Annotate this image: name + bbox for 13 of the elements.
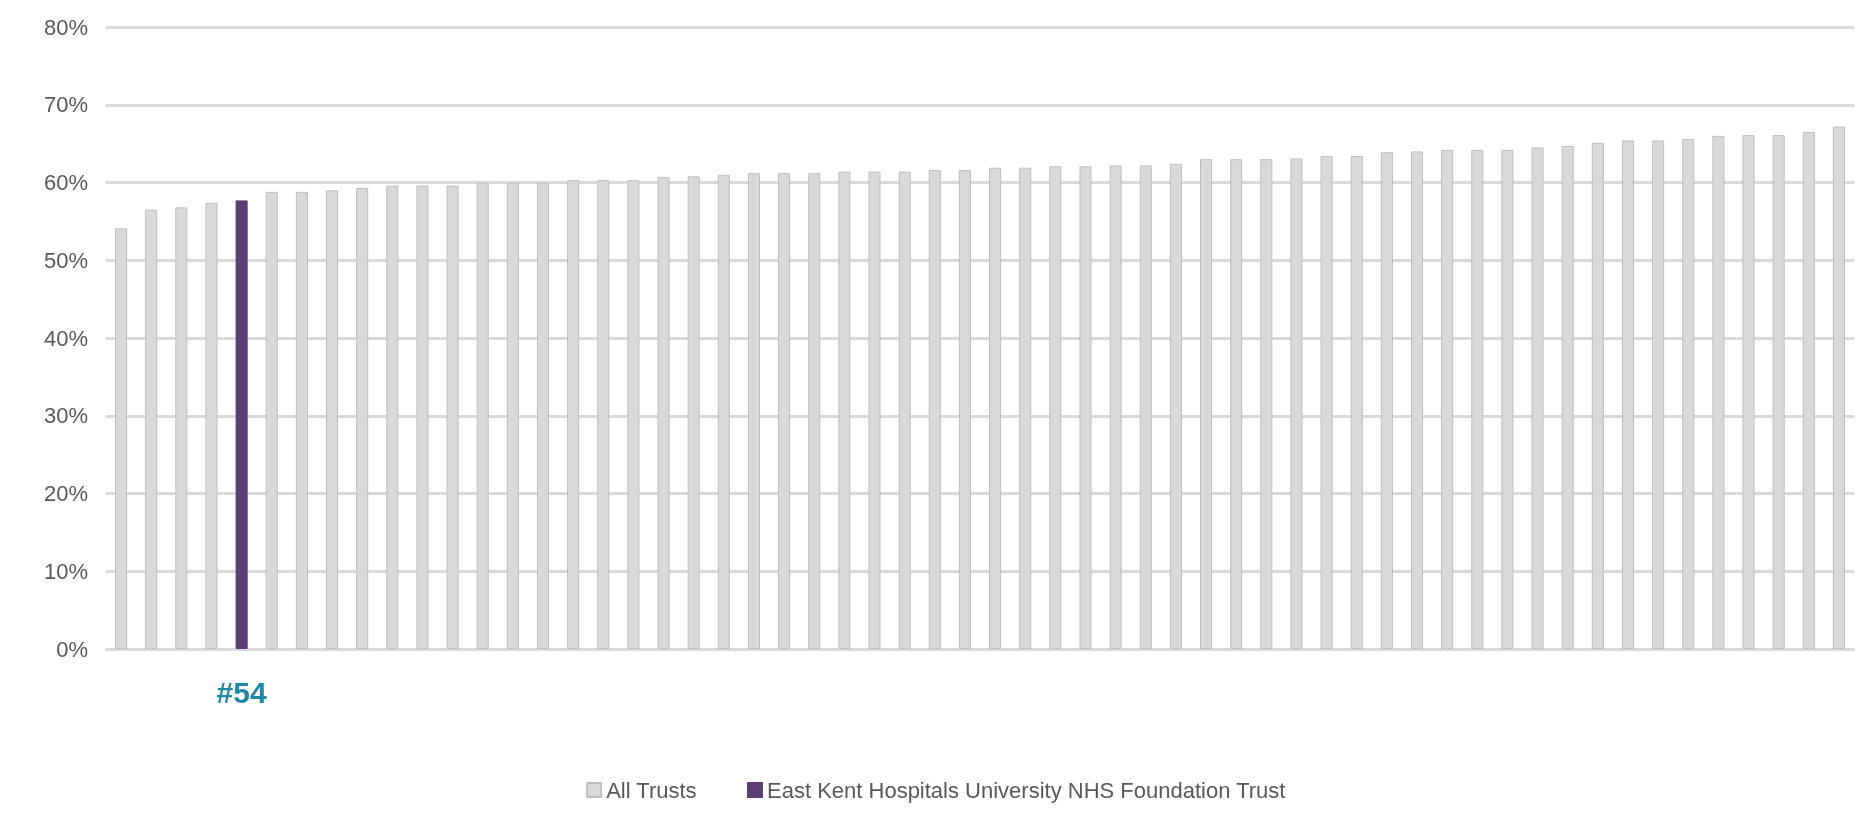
y-tick-label: 70% [43,92,88,118]
legend-label: East Kent Hospitals University NHS Foundation Trust [767,777,1286,803]
y-tick-label: 80% [43,14,88,40]
bar [235,200,248,649]
y-tick-label: 10% [43,558,88,584]
y-tick-label: 20% [43,481,88,506]
y-tick-label: 50% [43,247,88,273]
text: #54 [216,675,267,709]
y-tick-label: 0% [56,636,88,662]
y-tick-label: 40% [43,325,88,351]
legend-label: All Trusts [606,777,697,803]
y-tick-label: 60% [43,170,88,195]
y-tick-label: 30% [43,403,88,429]
